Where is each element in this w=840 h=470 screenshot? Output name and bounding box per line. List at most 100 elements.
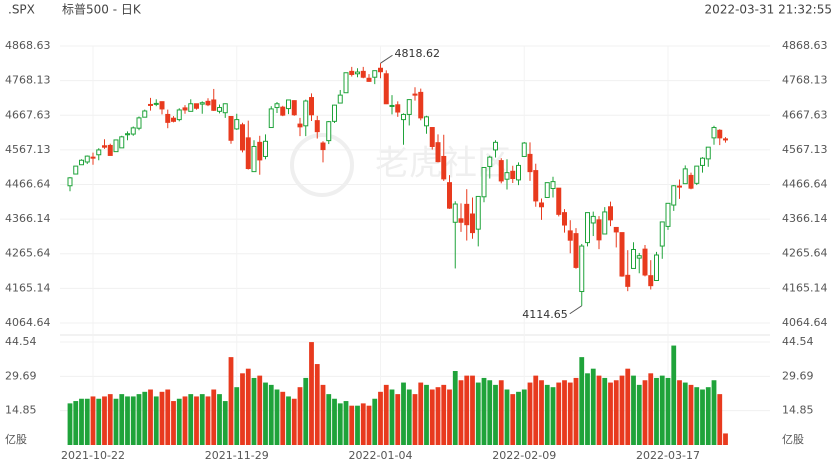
volume-bar: [320, 384, 326, 445]
volume-bar: [516, 391, 521, 445]
volume-bar: [90, 396, 96, 445]
volume-bar: [245, 368, 251, 445]
volume-bar: [659, 375, 665, 445]
candle-body: [608, 206, 613, 221]
y-tick-label-right: 4667.63: [782, 108, 828, 121]
volume-bar: [286, 396, 291, 445]
candle-body: [355, 71, 360, 75]
candle-body: [688, 174, 694, 189]
candle-body: [263, 140, 268, 157]
volume-bar: [165, 389, 171, 445]
volume-unit: 亿股: [5, 433, 27, 446]
volume-bar: [136, 394, 142, 445]
candle-body: [452, 203, 458, 223]
volume-bar: [677, 380, 682, 445]
candle-body: [458, 218, 464, 223]
volume-bar: [349, 405, 355, 445]
volume-bar: [366, 405, 372, 445]
volume-bar: [389, 389, 395, 445]
volume-bar: [194, 396, 199, 445]
volume-bar: [268, 384, 274, 445]
volume-bar: [107, 394, 113, 445]
volume-bar: [159, 391, 165, 445]
candle-body: [383, 73, 389, 105]
volume-bar: [562, 380, 567, 445]
y-tick-label-right: 4868.63: [782, 39, 828, 52]
volume-bar: [360, 403, 366, 445]
volume-bar: [458, 380, 464, 445]
volume-bar: [418, 382, 424, 445]
candle-body: [240, 124, 245, 151]
volume-bar: [217, 394, 222, 445]
volume-bar: [96, 398, 102, 445]
x-tick-label: 2021-10-22: [61, 449, 125, 462]
candle-body: [251, 145, 257, 173]
volume-bar: [441, 384, 447, 445]
candle-body: [521, 142, 527, 157]
candle-body: [464, 203, 470, 226]
candle-body: [723, 138, 728, 141]
volume-bar: [113, 398, 119, 445]
x-tick-label: 2022-02-09: [492, 449, 556, 462]
volume-bar: [125, 396, 130, 445]
volume-bar: [314, 364, 320, 445]
candle-body: [429, 127, 435, 147]
candle-body: [562, 212, 567, 226]
volume-bar: [711, 380, 717, 445]
candle-body: [573, 233, 579, 268]
candle-body: [539, 202, 544, 208]
candle-body: [435, 142, 441, 163]
volume-bar: [527, 382, 533, 445]
candle-body: [130, 127, 136, 135]
candle-body: [694, 165, 700, 184]
candle-body: [343, 72, 349, 94]
volume-bar: [567, 382, 573, 445]
volume-bar: [487, 380, 493, 445]
candle-body: [378, 67, 383, 73]
candle-body: [222, 103, 228, 114]
volume-bar: [602, 377, 608, 445]
volume-bar: [199, 394, 205, 445]
volume-bar: [412, 394, 418, 445]
candle-body: [314, 120, 320, 133]
candle-body: [677, 185, 682, 188]
chart-title: 标普500 - 日K: [62, 3, 142, 17]
watermark-logo: [290, 133, 354, 197]
volume-bar: [648, 373, 654, 445]
candle-body: [102, 145, 107, 148]
y-tick-label-right: 4165.14: [782, 281, 828, 294]
candle-body: [84, 155, 90, 163]
x-tick-label: 2021-11-29: [205, 449, 269, 462]
candle-body: [360, 70, 366, 78]
volume-bar: [234, 387, 240, 445]
candle-body: [366, 77, 372, 82]
volume-tick-label-right: 29.69: [782, 369, 814, 382]
candle-body: [228, 116, 234, 141]
volume-bar: [539, 380, 544, 445]
candle-body: [67, 177, 73, 187]
y-tick-label-right: 4567.13: [782, 143, 828, 156]
volume-bar: [119, 394, 125, 445]
candle-body: [205, 100, 211, 106]
volume-bar: [337, 403, 343, 445]
candle-body: [96, 149, 102, 156]
volume-bar: [67, 403, 73, 445]
candle-body: [148, 103, 153, 106]
candle-body: [274, 103, 280, 109]
candle-body: [153, 102, 159, 105]
candle-body: [579, 245, 585, 293]
volume-bar: [665, 377, 671, 445]
candle-body: [297, 123, 303, 128]
volume-bar: [84, 398, 90, 445]
x-tick-label: 2022-01-04: [349, 449, 413, 462]
candle-body: [493, 141, 498, 151]
volume-bar: [280, 391, 286, 445]
volume-bar: [671, 345, 677, 445]
candle-body: [659, 221, 665, 247]
volume-bar: [176, 398, 182, 445]
volume-bar: [424, 384, 429, 445]
candle-body: [510, 170, 516, 180]
candle-body: [590, 215, 596, 224]
volume-bar: [355, 405, 360, 445]
